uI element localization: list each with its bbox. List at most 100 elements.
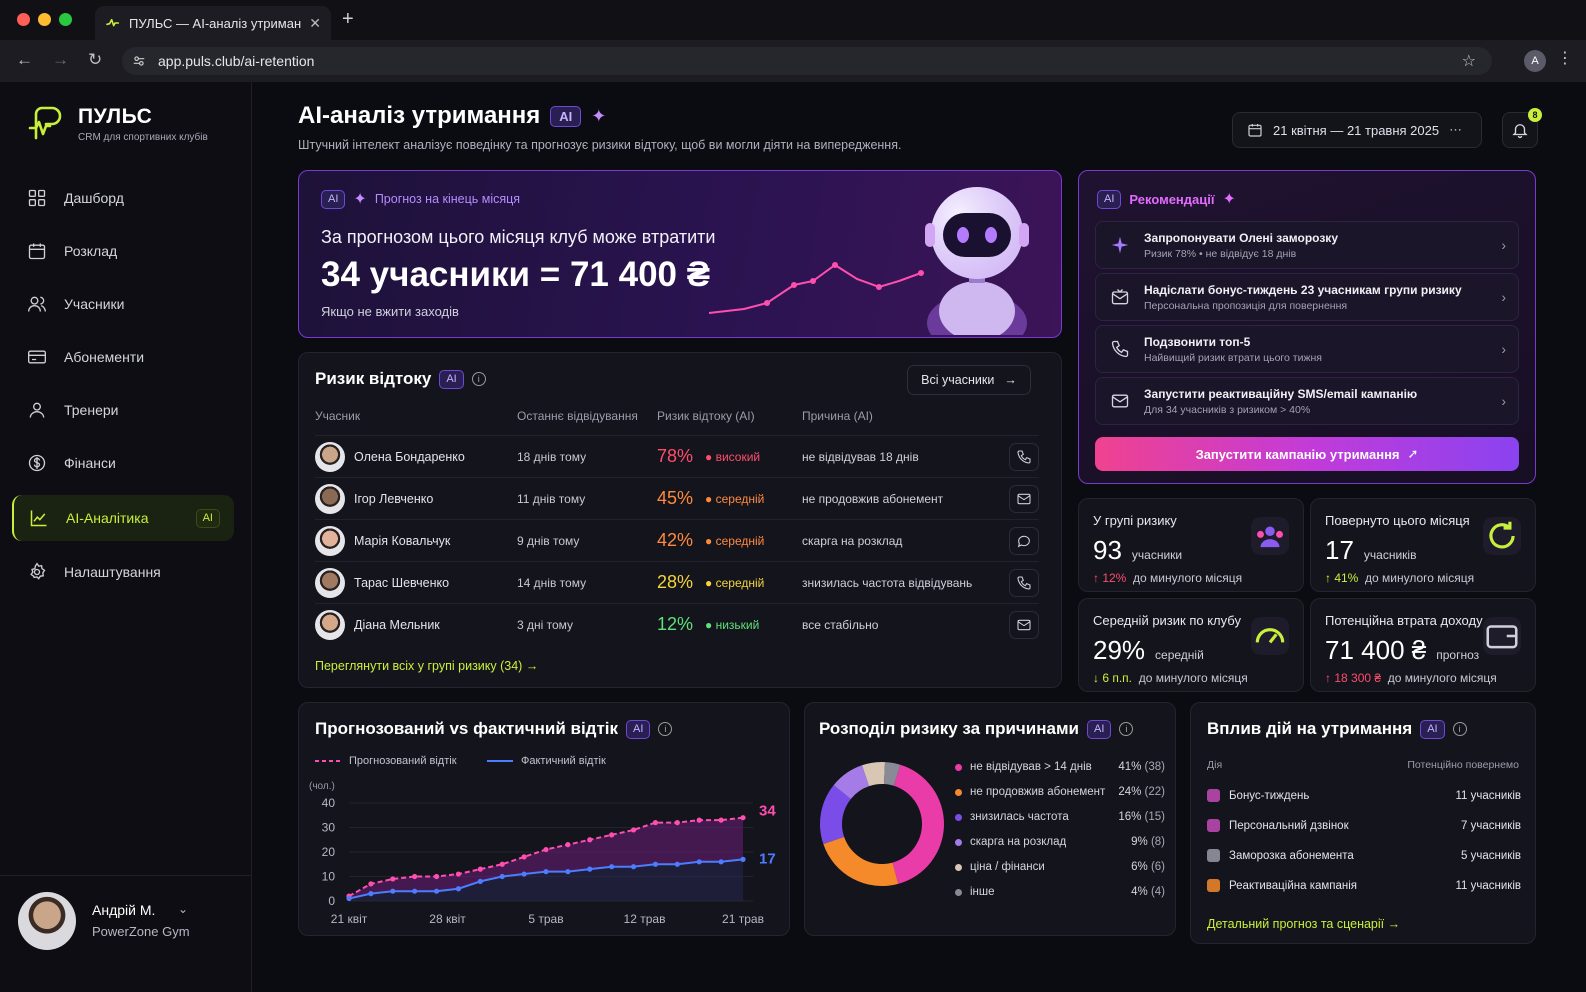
recommendation-item[interactable]: Запустити реактиваційну SMS/email кампан… [1095, 377, 1519, 425]
member-name[interactable]: Тарас Шевченко [354, 575, 450, 590]
info-icon[interactable]: i [658, 722, 673, 736]
legend-forecast: Прогнозований відтік [315, 755, 457, 767]
stat-card: Потенційна втрата доходу 71 400 ₴ прогноз… [1310, 598, 1536, 692]
reload-icon[interactable]: ↻ [88, 50, 103, 69]
minimize-window-icon[interactable] [38, 13, 51, 26]
profile-avatar[interactable]: A [1524, 50, 1546, 72]
action-icon [1207, 879, 1220, 892]
gift-mail-icon [1111, 289, 1129, 305]
site-info-icon[interactable] [132, 54, 146, 68]
risk-level: ● високий [705, 449, 761, 464]
sidebar-item-subscriptions[interactable]: Абонементи [12, 335, 234, 379]
info-icon[interactable]: i [471, 372, 486, 386]
brand-tagline: CRM для спортивних клубів [78, 132, 208, 143]
stat-value: 93 [1093, 535, 1122, 565]
ai-badge: AI [195, 508, 220, 528]
contact-button[interactable] [1009, 610, 1039, 639]
x-tick-label: 21 трав [722, 912, 764, 926]
recommendations-title: Рекомендації [1129, 191, 1215, 207]
date-range-picker[interactable]: 21 квітня — 21 травня 2025 ⋯ [1232, 112, 1482, 148]
recommendation-item[interactable]: Надіслати бонус-тиждень 23 учасникам гру… [1095, 273, 1519, 321]
close-window-icon[interactable] [17, 13, 30, 26]
legend-label: інше [970, 886, 995, 898]
brand-name: ПУЛЬС [78, 105, 153, 128]
table-row[interactable]: Марія Ковальчук 9 днів тому 42% ● середн… [315, 519, 1039, 561]
sidebar-item-finance[interactable]: Фінанси [12, 441, 234, 485]
member-name[interactable]: Діана Мельник [354, 617, 440, 632]
browser-menu-icon[interactable]: ⋮ [1557, 50, 1573, 67]
new-tab-icon[interactable]: + [342, 8, 354, 30]
address-bar[interactable]: app.puls.club/ai-retention ☆ [122, 47, 1492, 75]
table-row[interactable]: Олена Бондаренко 18 днів тому 78% ● висо… [315, 435, 1039, 477]
launch-campaign-button[interactable]: Запустити кампанію утримання ➚ [1095, 437, 1519, 471]
data-point [652, 861, 659, 867]
notifications-button[interactable] [1502, 112, 1538, 148]
stat-change-text: до минулого місяця [1365, 571, 1475, 585]
member-name[interactable]: Марія Ковальчук [354, 533, 451, 548]
sidebar-item-label: Фінанси [64, 455, 116, 471]
stat-unit: середній [1155, 648, 1204, 662]
maximize-window-icon[interactable] [59, 13, 72, 26]
table-row[interactable]: Діана Мельник 3 дні тому 12% ● низький в… [315, 603, 1039, 645]
pie-slice [823, 836, 899, 886]
recommendation-item[interactable]: Запропонувати Олені заморозку Ризик 78% •… [1095, 221, 1519, 269]
user-club: PowerZone Gym [92, 924, 190, 939]
data-point [433, 873, 440, 880]
recommendation-item[interactable]: Подзвонити топ-5 Найвищий ризик втрати ць… [1095, 325, 1519, 373]
y-tick-label: 40 [322, 796, 336, 810]
contact-button[interactable] [1009, 568, 1039, 597]
stat-change-text: до минулого місяця [1133, 571, 1243, 585]
page-title-text: AI-аналіз утримання [298, 102, 541, 129]
last-visit: 9 днів тому [517, 533, 580, 548]
sidebar-item-settings[interactable]: Налаштування [12, 550, 234, 594]
contact-button[interactable] [1009, 526, 1039, 555]
column-header-last-visit: Останнє відвідування [517, 409, 638, 423]
close-tab-icon[interactable]: ✕ [309, 14, 321, 31]
detailed-forecast-link[interactable]: Детальний прогноз та сценарії → [1207, 917, 1401, 931]
contact-button[interactable] [1009, 442, 1039, 471]
view-risk-group-link[interactable]: Переглянути всіх у групі ризику (34) → [315, 659, 539, 673]
legend-item: не продовжив абонемент 24% (22) [955, 786, 1165, 798]
bookmark-star-icon[interactable]: ☆ [1461, 53, 1476, 70]
legend-count: (15) [1144, 811, 1165, 823]
puls-logo-icon [28, 106, 62, 140]
user-avatar [18, 892, 76, 950]
legend-pct: 24% [1118, 786, 1142, 798]
info-icon[interactable]: i [1119, 722, 1134, 736]
user-profile[interactable]: Андрій М. PowerZone Gym ⌄ [0, 875, 252, 992]
member-name[interactable]: Ігор Левченко [354, 491, 434, 506]
user-icon [26, 399, 48, 421]
ai-badge: AI [1087, 719, 1112, 739]
forecast-card: AI ✦ Прогноз на кінець місяця За прогноз… [298, 170, 1062, 338]
stat-value: 17 [1325, 535, 1354, 565]
phone-icon [1017, 575, 1031, 590]
users-icon [26, 293, 48, 315]
risk-reason: все стабільно [802, 617, 879, 632]
data-point [390, 876, 396, 882]
table-row[interactable]: Ігор Левченко 11 днів тому 45% ● середні… [315, 477, 1039, 519]
pie-slice [883, 762, 901, 786]
legend-pct: 41% [1118, 761, 1142, 773]
contact-button[interactable] [1009, 484, 1039, 513]
member-name[interactable]: Олена Бондаренко [354, 449, 465, 464]
mail-icon [1017, 619, 1031, 630]
avatar [315, 441, 345, 472]
brand-logo[interactable]: ПУЛЬС CRM для спортивних клубів [28, 104, 208, 144]
sidebar-item-trainers[interactable]: Тренери [12, 388, 234, 432]
chevron-down-icon[interactable]: ⌄ [178, 902, 189, 916]
sidebar-item-label: Дашборд [64, 190, 124, 206]
sidebar-item-members[interactable]: Учасники [12, 282, 234, 326]
legend-count: (38) [1144, 761, 1165, 773]
back-icon[interactable]: ← [16, 50, 33, 69]
sidebar-item-schedule[interactable]: Розклад [12, 229, 234, 273]
browser-tab[interactable]: ПУЛЬС — AI-аналіз утримання ✕ [95, 6, 331, 40]
risk-percent: 12% [657, 614, 694, 634]
all-members-button[interactable]: Всі учасники → [907, 365, 1031, 395]
table-row[interactable]: Тарас Шевченко 14 днів тому 28% ● середн… [315, 561, 1039, 603]
forward-icon[interactable]: → [52, 50, 69, 69]
refresh-icon [1483, 517, 1521, 555]
sidebar-item-dashboard[interactable]: Дашборд [12, 176, 234, 220]
sidebar-item-ai-analytics[interactable]: AI-Аналітика AI [12, 495, 234, 541]
sparkle-icon: ✦ [1222, 191, 1236, 208]
info-icon[interactable]: i [1452, 722, 1467, 736]
